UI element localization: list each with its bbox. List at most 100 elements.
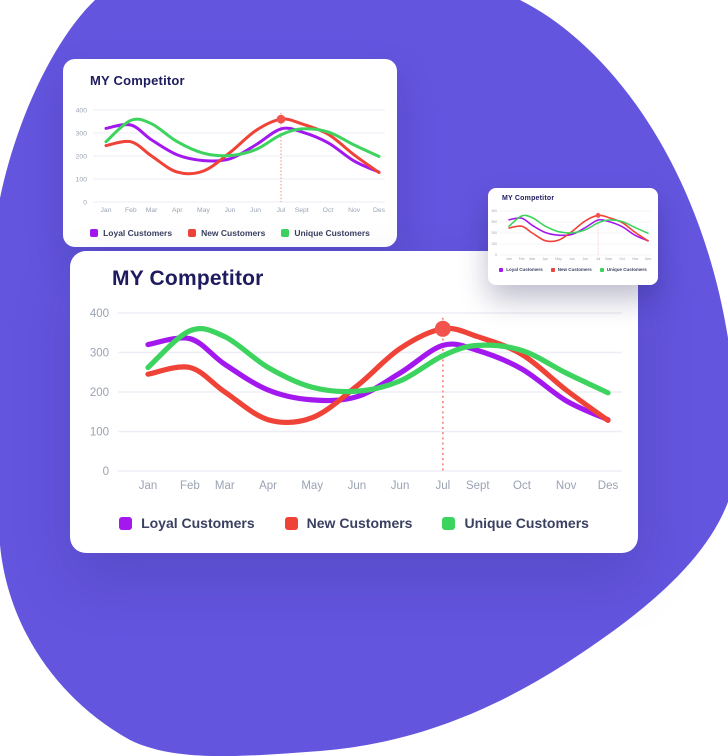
y-axis-tick: 300 bbox=[90, 348, 109, 360]
line-chart-small: 0 100 200 300 400 Jan Feb Mar Apr May Jun Jun Jul Sep… bbox=[491, 209, 651, 261]
x-axis-tick: Des bbox=[645, 257, 651, 261]
legend-swatch-unique bbox=[599, 267, 604, 272]
y-axis-tick: 400 bbox=[491, 209, 497, 213]
x-axis-tick: Oct bbox=[323, 207, 334, 214]
x-axis-tick: Apr bbox=[259, 480, 277, 492]
x-axis-tick: Oct bbox=[513, 480, 532, 492]
series-line-new-customers bbox=[508, 214, 649, 243]
x-axis-tick: Jun bbox=[250, 207, 261, 214]
y-axis-tick: 200 bbox=[90, 387, 109, 399]
x-axis-tick: Nov bbox=[556, 480, 577, 492]
legend-swatch-loyal bbox=[499, 267, 504, 272]
y-axis-tick: 100 bbox=[491, 242, 497, 246]
legend: Loyal Customers New Customers Unique Cus… bbox=[488, 267, 658, 272]
series-line-unique-customers bbox=[508, 214, 649, 234]
series-line-new-customers bbox=[104, 117, 381, 176]
highlight-marker bbox=[595, 213, 601, 218]
legend-item-new-customers: New Customers bbox=[550, 267, 592, 272]
legend-swatch-new bbox=[284, 516, 298, 530]
x-axis-tick: Mar bbox=[146, 207, 158, 214]
x-axis-tick: Oct bbox=[619, 257, 624, 261]
y-axis-tick: 200 bbox=[76, 153, 88, 160]
card-competitor-main: MY Competitor 0 100 200 300 400 Jan Feb Mar Apr M… bbox=[70, 251, 638, 553]
line-chart-main: 0 100 200 300 400 Jan Feb Mar Apr May Jun Jun Jul Sep… bbox=[90, 308, 622, 492]
y-axis-tick: 400 bbox=[76, 107, 88, 114]
legend-label: New Customers bbox=[557, 267, 592, 272]
x-axis-tick: Des bbox=[373, 207, 386, 214]
legend-item-loyal-customers: Loyal Customers bbox=[499, 267, 543, 272]
legend-item-unique-customers: Unique Customers bbox=[599, 267, 647, 272]
x-axis-tick: Mar bbox=[215, 480, 235, 492]
x-axis-tick: May bbox=[197, 207, 210, 214]
x-axis-tick: Jun bbox=[569, 257, 575, 261]
highlight-marker bbox=[434, 320, 451, 337]
x-axis-tick: Jan bbox=[506, 257, 512, 261]
legend-swatch-new bbox=[550, 267, 555, 272]
card-competitor-medium: MY Competitor 0 100 200 300 400 Jan Feb Mar Apr M… bbox=[63, 59, 397, 247]
series-line-unique-customers bbox=[145, 326, 611, 396]
y-axis-tick: 400 bbox=[90, 308, 109, 320]
y-axis-tick: 100 bbox=[90, 427, 109, 439]
line-chart-medium: 0 100 200 300 400 Jan Feb Mar Apr May Jun Jun Jul Sep… bbox=[76, 107, 386, 214]
legend-label: Unique Customers bbox=[294, 228, 370, 238]
y-axis-tick: 100 bbox=[76, 176, 88, 183]
series-line-loyal-customers bbox=[508, 217, 649, 242]
x-axis-tick: Mar bbox=[529, 257, 536, 261]
highlight-marker bbox=[276, 114, 286, 124]
x-axis-tick: Jan bbox=[101, 207, 112, 214]
y-axis-tick: 0 bbox=[83, 199, 87, 206]
y-axis-tick: 0 bbox=[103, 466, 109, 478]
x-axis-tick: May bbox=[555, 257, 562, 261]
x-axis-tick: Des bbox=[598, 480, 619, 492]
series-line-loyal-customers bbox=[145, 335, 611, 423]
legend-swatch-new bbox=[188, 229, 197, 237]
legend: Loyal Customers New Customers Unique Cus… bbox=[63, 228, 397, 238]
x-axis-tick: Nov bbox=[632, 257, 638, 261]
y-axis-tick: 300 bbox=[491, 220, 497, 224]
legend-label: Loyal Customers bbox=[506, 267, 543, 272]
legend-swatch-loyal bbox=[90, 229, 99, 237]
legend-label: Unique Customers bbox=[464, 515, 589, 531]
legend-label: New Customers bbox=[306, 515, 413, 531]
x-axis-tick: Feb bbox=[125, 207, 137, 214]
x-axis-tick: Jan bbox=[139, 480, 158, 492]
x-axis-tick: Jun bbox=[582, 257, 588, 261]
legend-item-loyal-customers: Loyal Customers bbox=[119, 515, 255, 531]
legend-item-new-customers: New Customers bbox=[284, 515, 413, 531]
x-axis-tick: Jun bbox=[348, 480, 367, 492]
legend-item-new-customers: New Customers bbox=[188, 228, 265, 238]
series-line-loyal-customers bbox=[104, 123, 381, 174]
legend-item-loyal-customers: Loyal Customers bbox=[90, 228, 172, 238]
y-axis-tick: 200 bbox=[491, 231, 497, 235]
x-axis-tick: Sept bbox=[295, 207, 309, 214]
x-axis-tick: Jul bbox=[596, 257, 601, 261]
x-axis-tick: Nov bbox=[348, 207, 361, 214]
legend-label: Loyal Customers bbox=[103, 228, 173, 238]
x-axis-tick: Jun bbox=[391, 480, 410, 492]
x-axis-tick: Jul bbox=[277, 207, 286, 214]
chart-title: MY Competitor bbox=[502, 195, 555, 202]
card-competitor-small: MY Competitor 0 100 200 300 400 Jan Feb Mar Apr M… bbox=[488, 188, 658, 285]
legend: Loyal Customers New Customers Unique Cus… bbox=[70, 515, 638, 531]
x-axis-tick: Apr bbox=[172, 207, 183, 214]
x-axis-tick: Sept bbox=[466, 480, 490, 492]
legend-label: Loyal Customers bbox=[141, 515, 255, 531]
legend-item-unique-customers: Unique Customers bbox=[281, 228, 370, 238]
series-line-unique-customers bbox=[104, 117, 381, 158]
legend-label: Unique Customers bbox=[606, 267, 647, 272]
x-axis-tick: Jun bbox=[224, 207, 235, 214]
x-axis-tick: Sept bbox=[605, 257, 612, 261]
x-axis-tick: Feb bbox=[180, 480, 200, 492]
chart-title: MY Competitor bbox=[112, 267, 264, 290]
y-axis-tick: 0 bbox=[495, 253, 497, 257]
y-axis-tick: 300 bbox=[76, 130, 88, 137]
x-axis-tick: Feb bbox=[519, 257, 525, 261]
legend-swatch-unique bbox=[442, 516, 456, 530]
series-line-new-customers bbox=[145, 325, 611, 425]
legend-label: New Customers bbox=[201, 228, 266, 238]
chart-title: MY Competitor bbox=[90, 73, 185, 88]
x-axis-tick: May bbox=[301, 480, 323, 492]
legend-swatch-unique bbox=[281, 229, 290, 237]
legend-swatch-loyal bbox=[119, 516, 133, 530]
